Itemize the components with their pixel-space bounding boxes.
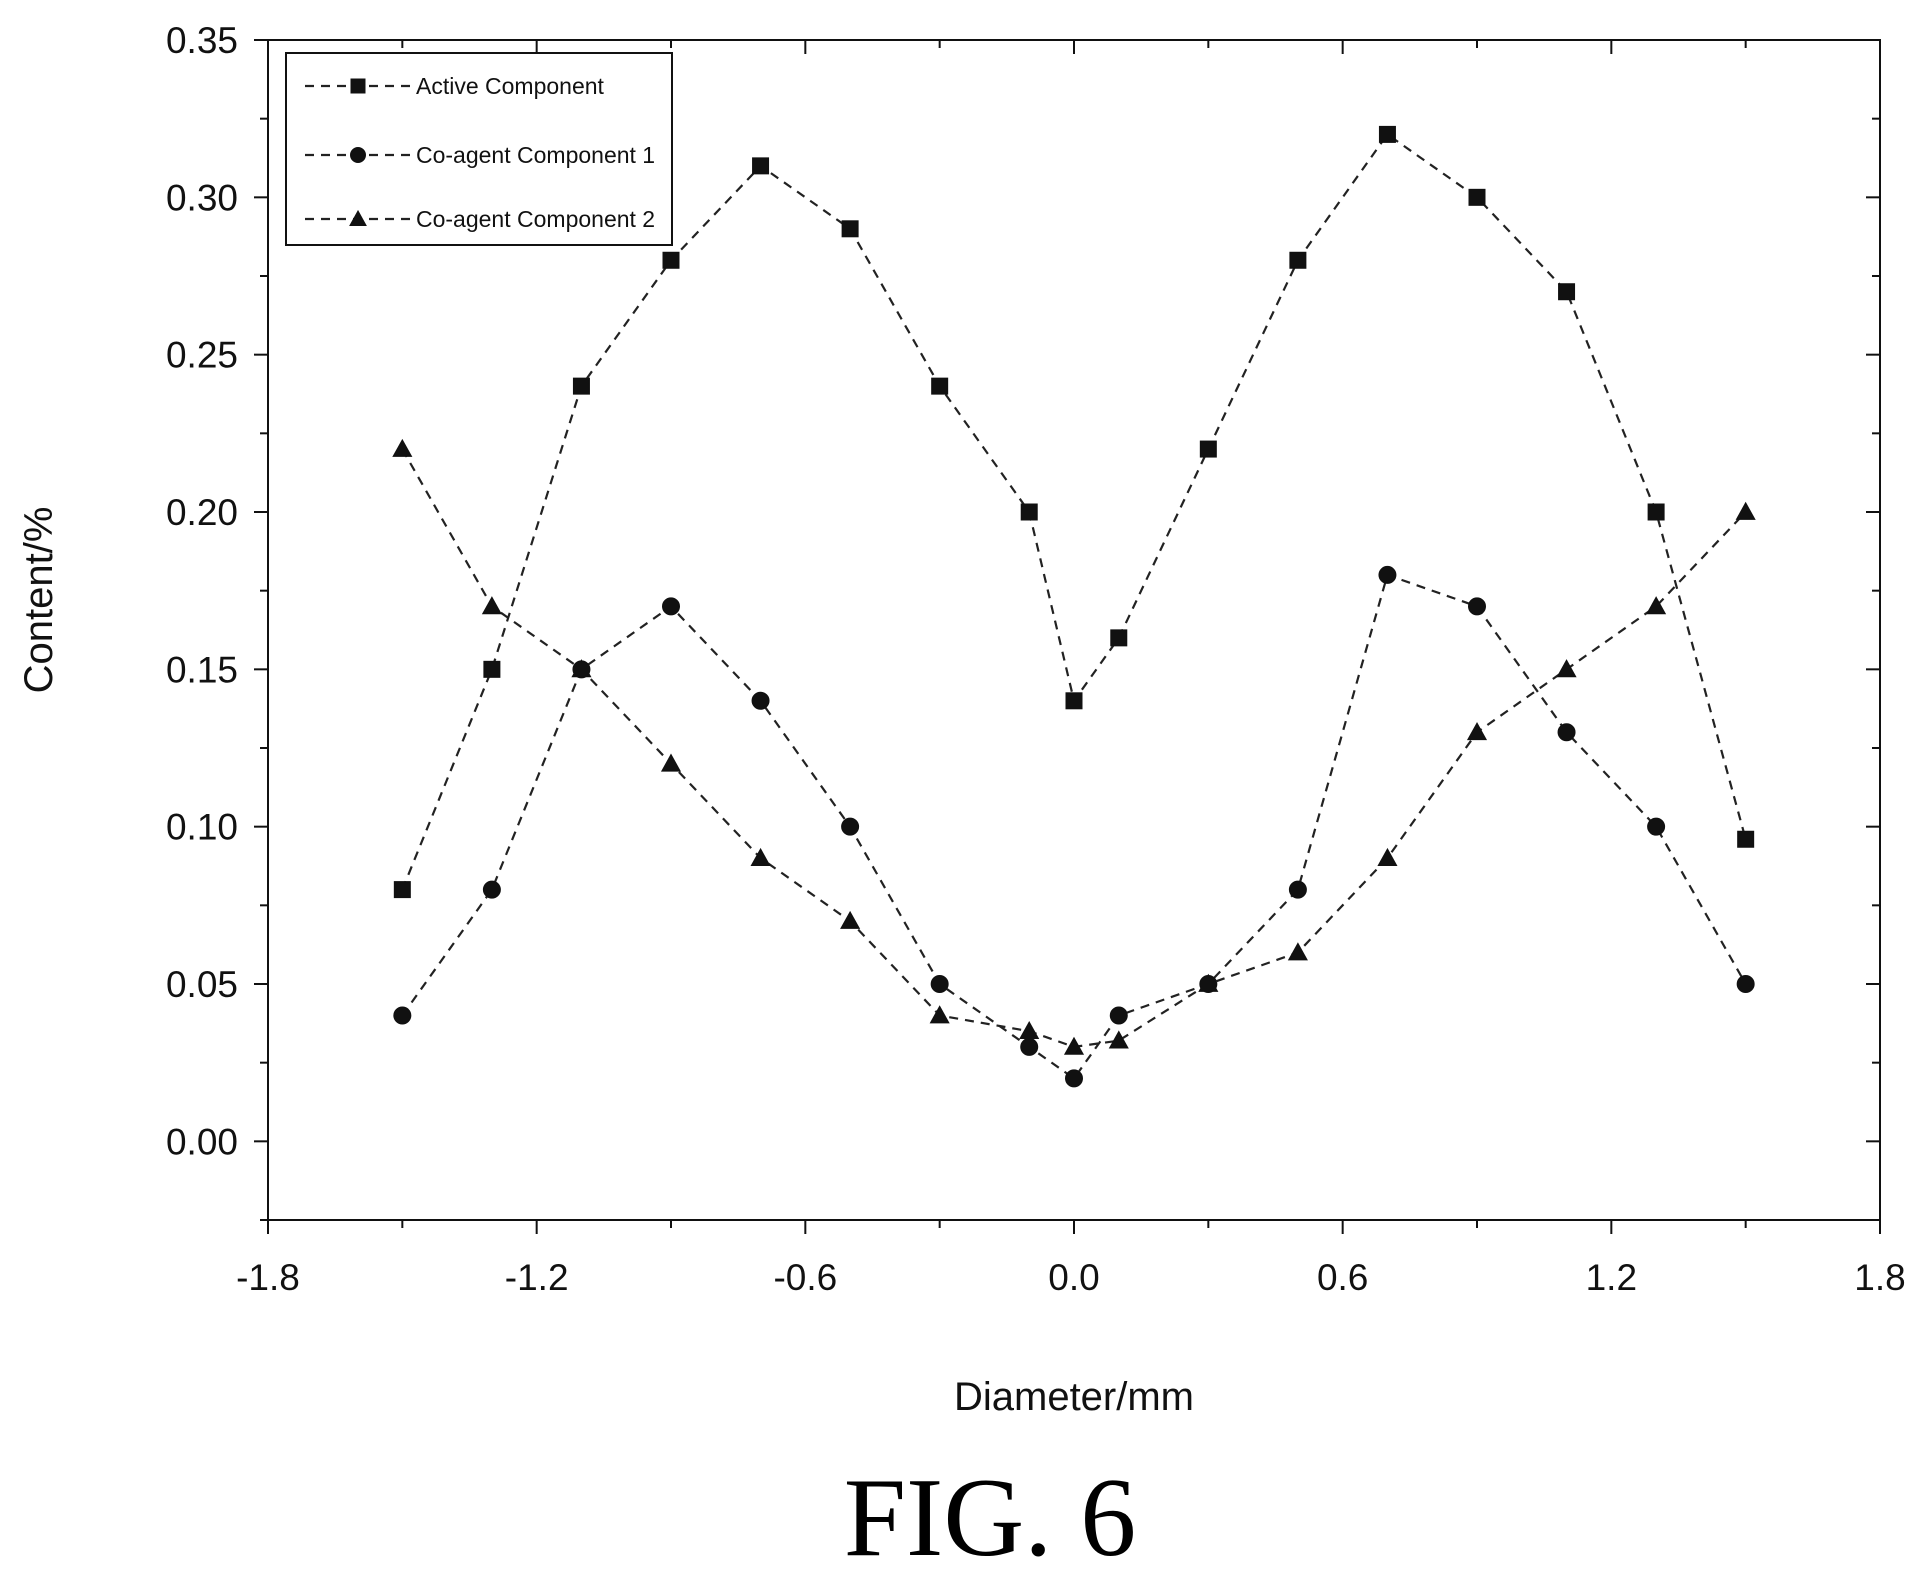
x-tick-label: -1.2 — [505, 1257, 569, 1298]
data-point — [1065, 1069, 1083, 1088]
data-point — [660, 753, 682, 772]
y-tick-label: 0.05 — [166, 964, 238, 1005]
data-point — [1287, 942, 1308, 961]
series-line — [401, 132, 1747, 891]
data-point — [1735, 501, 1756, 520]
data-point — [1646, 596, 1667, 615]
data-point — [1020, 1037, 1039, 1056]
legend-swatch-marker — [350, 78, 366, 94]
data-point — [1736, 975, 1755, 993]
x-tick-label: 0.0 — [1048, 1257, 1099, 1298]
data-point — [1466, 722, 1488, 741]
data-point — [662, 251, 680, 269]
x-axis-label: Diameter/mm — [954, 1375, 1194, 1419]
data-point — [1468, 188, 1486, 206]
legend-swatch-marker — [350, 147, 366, 163]
data-point — [929, 1005, 950, 1024]
data-point — [662, 597, 680, 616]
x-tick-label: 1.8 — [1854, 1257, 1905, 1298]
data-point — [1647, 817, 1666, 836]
data-point — [931, 377, 949, 395]
legend-box — [285, 52, 673, 246]
data-point — [1647, 503, 1665, 521]
data-point — [752, 157, 770, 175]
data-point — [1288, 880, 1307, 899]
data-point — [393, 1006, 412, 1025]
data-point — [1063, 1036, 1085, 1055]
data-point — [1065, 692, 1083, 710]
x-tick-label: 0.6 — [1317, 1257, 1368, 1298]
data-point — [483, 660, 501, 678]
data-point — [1108, 1030, 1129, 1049]
y-tick-label: 0.15 — [166, 649, 238, 690]
data-point — [1377, 847, 1398, 866]
series-1 — [393, 125, 1755, 899]
x-tick-label: -0.6 — [773, 1257, 837, 1298]
data-point — [841, 220, 859, 238]
data-point — [1199, 440, 1217, 458]
data-point — [1109, 1006, 1128, 1025]
data-point — [393, 881, 411, 899]
series-layer — [392, 125, 1756, 1088]
data-point — [1378, 125, 1396, 143]
x-tick-label: 1.2 — [1586, 1257, 1637, 1298]
y-axis-label: Content/% — [17, 507, 61, 694]
y-axis: 0.00 0.05 0.10 0.15 0.20 0.25 0.30 0.35 — [166, 20, 1880, 1221]
data-point — [751, 691, 770, 710]
y-tick-label: 0.20 — [166, 492, 238, 533]
y-tick-label: 0.35 — [166, 20, 238, 61]
data-point — [572, 377, 590, 395]
y-tick-label: 0.00 — [166, 1121, 238, 1162]
data-point — [1468, 597, 1486, 616]
legend-label: Active Component — [416, 73, 605, 99]
data-point — [930, 975, 949, 993]
data-point — [571, 659, 592, 678]
series-2 — [393, 565, 1755, 1088]
data-point — [1556, 659, 1577, 678]
data-point — [1289, 251, 1307, 269]
data-point — [392, 438, 413, 457]
data-point — [1558, 283, 1576, 301]
series-line — [401, 573, 1747, 1080]
legend-label: Co-agent Component 1 — [416, 142, 655, 168]
legend: Active Component Co-agent Component 1 Co-a… — [285, 52, 673, 246]
data-point — [482, 880, 501, 899]
x-axis: -1.8 -1.2 -0.6 0.0 0.6 1.2 1.8 — [236, 40, 1906, 1298]
data-point — [1557, 723, 1576, 742]
data-point — [481, 596, 502, 615]
x-tick-label: -1.8 — [236, 1257, 300, 1298]
data-point — [841, 817, 860, 836]
figure-caption: FIG. 6 — [844, 1456, 1136, 1572]
data-point — [1019, 1020, 1040, 1040]
data-point — [1378, 565, 1397, 584]
data-point — [750, 847, 771, 866]
legend-label: Co-agent Component 2 — [416, 206, 655, 232]
data-point — [840, 910, 861, 929]
y-tick-label: 0.10 — [166, 807, 238, 848]
legend-swatch-marker — [349, 209, 367, 226]
data-point — [1198, 973, 1219, 992]
series-line — [401, 448, 1747, 1049]
y-tick-label: 0.25 — [166, 335, 238, 376]
series-3 — [392, 438, 1756, 1055]
data-point — [1737, 830, 1755, 848]
data-point — [1020, 503, 1038, 521]
data-point — [1110, 629, 1128, 647]
y-tick-label: 0.30 — [166, 177, 238, 218]
